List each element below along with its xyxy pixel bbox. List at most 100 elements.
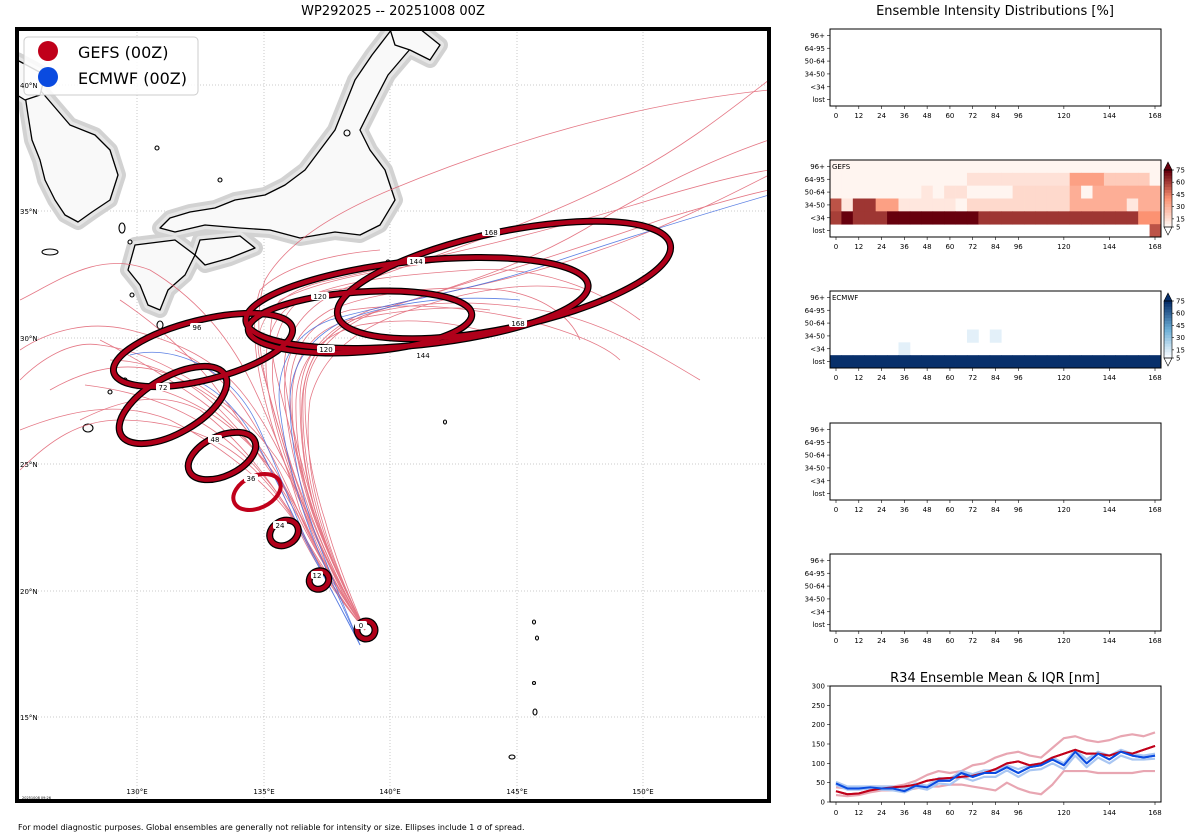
- heatmap-cell: [841, 172, 854, 187]
- colorbar-segment: [1164, 329, 1172, 333]
- heatmap-cell: [1046, 172, 1059, 187]
- x-tick-label: 36: [900, 112, 909, 120]
- heatmap-cell: [1103, 211, 1116, 225]
- x-tick-label: 36: [900, 637, 909, 645]
- ellipse-label: 144: [409, 258, 423, 266]
- x-tick-label: 84: [991, 506, 1000, 514]
- x-tick-label: 12: [854, 243, 863, 251]
- heatmap-cell: [1138, 198, 1150, 212]
- heatmap-cell: [1069, 185, 1082, 199]
- heatmap-cell: [1035, 211, 1048, 225]
- x-tick-label: 84: [991, 637, 1000, 645]
- heatmap-cell: [1069, 355, 1082, 369]
- x-tick-label: 0: [834, 374, 838, 382]
- heatmap-cell: [864, 185, 877, 199]
- x-tick-label: 84: [991, 809, 1000, 817]
- lat-label: 40°N: [20, 82, 38, 90]
- heatmap-cell: [1103, 160, 1116, 174]
- panel-label: ECMWF: [832, 294, 858, 302]
- heatmap-cell: [1149, 224, 1162, 238]
- heatmap-cell: [1115, 211, 1128, 225]
- heatmap-cell: [1046, 185, 1059, 199]
- ellipse-label: 120: [313, 293, 326, 301]
- heatmap-cell: [841, 160, 854, 174]
- y-tick-label: 34-50: [805, 464, 825, 472]
- heatmap-cell: [1126, 160, 1139, 174]
- heatmap-cell: [887, 160, 899, 174]
- heatmap-cell: [966, 160, 979, 174]
- ellipse-label: 48: [211, 436, 220, 444]
- heatmap-cell: [1081, 211, 1093, 225]
- colorbar-segment: [1164, 209, 1172, 214]
- heatmap-cell: [966, 211, 979, 225]
- x-tick-label: 168: [1148, 243, 1161, 251]
- heatmap-cell: [898, 342, 911, 356]
- heatmap-cell: [1081, 172, 1093, 187]
- colorbar-tick-label: 75: [1176, 167, 1185, 175]
- y-tick-label: 50-64: [805, 189, 826, 197]
- heatmap-cell: [944, 211, 956, 225]
- heatmap-cell: [966, 329, 979, 343]
- heatmap-cell: [887, 355, 899, 369]
- lon-label: 130°E: [126, 788, 147, 796]
- x-tick-label: 36: [900, 243, 909, 251]
- heatmap-cell: [966, 185, 979, 199]
- heatmap-cell: [1126, 355, 1139, 369]
- heatmap-cell: [875, 355, 888, 369]
- y-tick-label: 50-64: [805, 452, 826, 460]
- heatmap-cell: [944, 198, 956, 212]
- heatmap-cell: [966, 355, 979, 369]
- y-tick-label: 64-95: [805, 176, 825, 184]
- x-tick-label: 0: [834, 809, 838, 817]
- heatmap-cell: [830, 211, 842, 225]
- heatmap-cell: [1092, 185, 1105, 199]
- y-tick-label: lost: [812, 621, 825, 629]
- x-tick-label: 0: [834, 506, 838, 514]
- x-tick-label: 96: [1014, 374, 1023, 382]
- heatmap-cell: [852, 160, 865, 174]
- map-title: WP292025 -- 20251008 00Z: [301, 4, 485, 19]
- heatmap-cell: [1126, 211, 1139, 225]
- heatmap-cell: [1092, 211, 1105, 225]
- colorbar-segment: [1164, 178, 1172, 182]
- heatmap-cell: [1092, 198, 1105, 212]
- heatmap-cell: [1058, 198, 1071, 212]
- heatmap-cell: [864, 355, 877, 369]
- ellipse-label: 120: [319, 346, 332, 354]
- heatmap-cell: [1012, 172, 1025, 187]
- x-tick-label: 168: [1148, 374, 1161, 382]
- heatmap-cell: [1046, 211, 1059, 225]
- r34-frame: [829, 685, 1162, 803]
- r34-series-line: [835, 754, 1156, 794]
- y-tick-label: lost: [812, 490, 825, 498]
- lon-label: 150°E: [632, 788, 653, 796]
- colorbar-tick-label: 5: [1176, 355, 1180, 363]
- ellipse-label: 96: [193, 324, 202, 332]
- colorbar-tick-label: 30: [1176, 334, 1185, 342]
- heatmap-cell: [1069, 198, 1082, 212]
- x-tick-label: 96: [1014, 506, 1023, 514]
- colorbar-tick-label: 75: [1176, 298, 1185, 306]
- y-tick-label: 50: [816, 779, 825, 787]
- heatmap-cell: [989, 211, 1002, 225]
- y-tick-label: 96+: [810, 163, 825, 171]
- panels-title: Ensemble Intensity Distributions [%]: [876, 4, 1114, 19]
- heatmap-cell: [1138, 355, 1150, 369]
- heatmap-cell: [841, 211, 854, 225]
- colorbar-segment: [1164, 215, 1172, 219]
- heatmap-cell: [1024, 211, 1036, 225]
- heatmap-cell: [955, 355, 968, 369]
- heatmap-cell: [909, 211, 922, 225]
- colorbar-segment: [1164, 343, 1172, 348]
- colorbar-segment: [1164, 326, 1172, 330]
- x-tick-label: 60: [945, 374, 954, 382]
- y-tick-label: 34-50: [805, 595, 825, 603]
- x-tick-label: 144: [1103, 637, 1117, 645]
- heatmap-cell: [989, 329, 1002, 343]
- panel-label: GEFS: [832, 163, 851, 171]
- heatmap-cell: [921, 160, 934, 174]
- heatmap-cell: [978, 172, 991, 187]
- map-legend: GEFS (00Z) ECMWF (00Z): [23, 36, 199, 96]
- heatmap-cell: [1058, 160, 1071, 174]
- heatmap-cell: [1149, 198, 1162, 212]
